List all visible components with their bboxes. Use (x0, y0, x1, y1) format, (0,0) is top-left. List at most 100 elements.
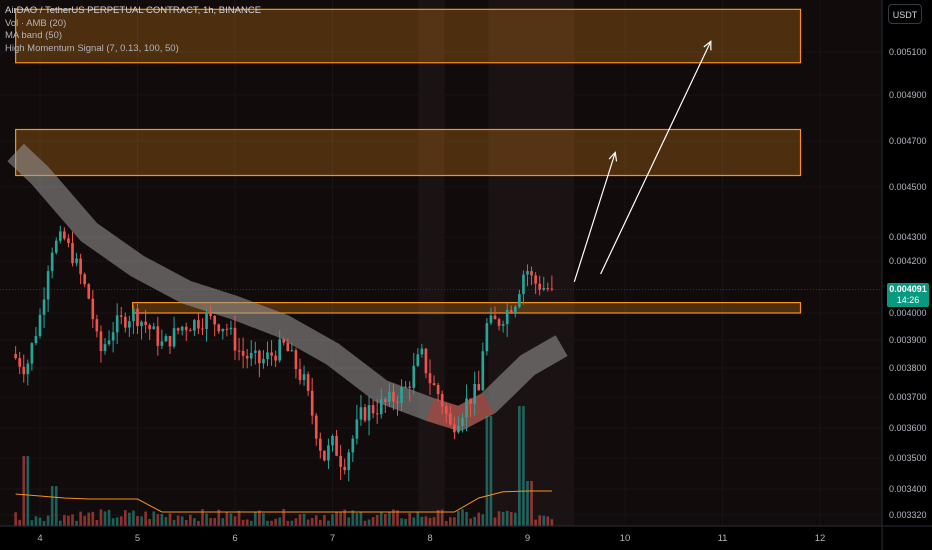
volume-bar (184, 519, 188, 526)
candle-body (518, 294, 521, 307)
volume-bar (485, 416, 489, 526)
volume-bar (550, 519, 554, 526)
volume-bar (465, 511, 468, 526)
volume-bar (546, 516, 550, 526)
volume-bar (67, 515, 70, 526)
candle-body (343, 466, 347, 471)
projection-arrow-2 (600, 41, 712, 275)
volume-bar (128, 512, 131, 526)
volume-bar (71, 514, 74, 526)
candle-body (274, 355, 277, 361)
candle-body (347, 452, 351, 471)
candle-body (140, 321, 143, 327)
candle-body (339, 455, 342, 467)
candle-body (42, 299, 46, 315)
volume-bar (103, 511, 107, 526)
candle-body (209, 313, 212, 316)
volume-bar (152, 511, 156, 526)
candle-body (99, 331, 103, 351)
session-highlights (418, 0, 575, 526)
candle-body (513, 306, 517, 313)
candle-body (550, 288, 554, 290)
symbol-title[interactable]: AirDAO / TetherUS PERPETUAL CONTRACT, 1h… (5, 5, 262, 16)
volume-bar (63, 515, 66, 526)
volume-bar (379, 511, 383, 526)
candle-body (505, 310, 509, 325)
candle-body (453, 424, 456, 433)
candle-body (266, 352, 269, 360)
candle-body (172, 328, 176, 347)
indicator-ma-band[interactable]: MA band (50) (5, 30, 63, 41)
volume-bar (34, 516, 38, 526)
candle-body (388, 391, 391, 402)
candle-body (225, 328, 229, 330)
volume-bar (197, 520, 200, 526)
supply-zones (15, 8, 802, 314)
volume-bar (164, 516, 168, 526)
candle-body (444, 406, 448, 414)
candle-body (91, 298, 95, 320)
price-tick-label: 0.003900 (889, 335, 927, 345)
volume-bar (83, 515, 87, 526)
volume-bar (424, 516, 428, 526)
candle-body (465, 398, 468, 418)
candle-body (63, 231, 66, 239)
volume-bar (408, 512, 412, 526)
candle-body (75, 258, 78, 264)
volume-bar (518, 406, 521, 526)
candle-body (18, 358, 22, 367)
candle-body (286, 342, 290, 352)
volume-bar (180, 516, 184, 526)
candle-body (123, 316, 127, 328)
volume-bar (58, 520, 62, 526)
price-tick-label: 0.005100 (889, 47, 927, 57)
volume-bar (205, 513, 208, 526)
indicator-volume[interactable]: Vol · AMB (20) (5, 17, 67, 29)
volume-bar (323, 515, 326, 526)
volume-bar (42, 520, 46, 526)
volume-bar (538, 515, 542, 526)
volume-bar (188, 514, 192, 526)
volume-bar (262, 513, 265, 526)
candle-body (294, 350, 298, 370)
candle-body (363, 407, 367, 421)
volume-bar (400, 518, 403, 526)
volume-bar (473, 516, 477, 526)
candle-body (412, 365, 416, 388)
volume-bar (290, 520, 294, 526)
price-tick-label: 0.004200 (889, 256, 927, 266)
volume-bar (193, 518, 196, 526)
candle-body (30, 343, 34, 364)
candle-body (152, 326, 156, 330)
candle-body (302, 374, 306, 381)
currency-selector[interactable]: USDT (888, 4, 922, 24)
price-tick-label: 0.003800 (889, 363, 927, 373)
volume-bar (489, 416, 493, 526)
volume-bar (140, 516, 143, 526)
volume-bar (148, 518, 152, 526)
candle-body (136, 308, 139, 327)
volume-bar (91, 511, 95, 526)
volume-bar (168, 513, 172, 526)
indicator-momentum[interactable]: High Momentum Signal (7, 0.13, 100, 50) (5, 42, 179, 54)
price-axis[interactable]: 0.003320 0.003400 0.003500 0.003600 0.003700… (881, 0, 927, 550)
volume-bar (453, 517, 456, 526)
candle-body (400, 386, 403, 403)
volume-bar (375, 514, 379, 526)
volume-bar (501, 511, 505, 526)
candle-body (213, 315, 217, 325)
volume-bar (50, 486, 54, 526)
time-axis[interactable]: 4 5 6 7 8 9 10 11 12 (0, 525, 932, 544)
supply-zone-3 (132, 302, 802, 314)
candle-body (71, 243, 74, 264)
arrow-head (608, 151, 618, 162)
price-tick-label: 0.003700 (889, 392, 927, 402)
volume-bar (266, 520, 269, 526)
volume-bar (54, 486, 58, 526)
candle-body (534, 275, 537, 284)
volume-bar (469, 518, 472, 526)
projection-arrow-1 (573, 152, 616, 282)
volume-bar (448, 517, 452, 526)
volume-bar (363, 520, 367, 526)
